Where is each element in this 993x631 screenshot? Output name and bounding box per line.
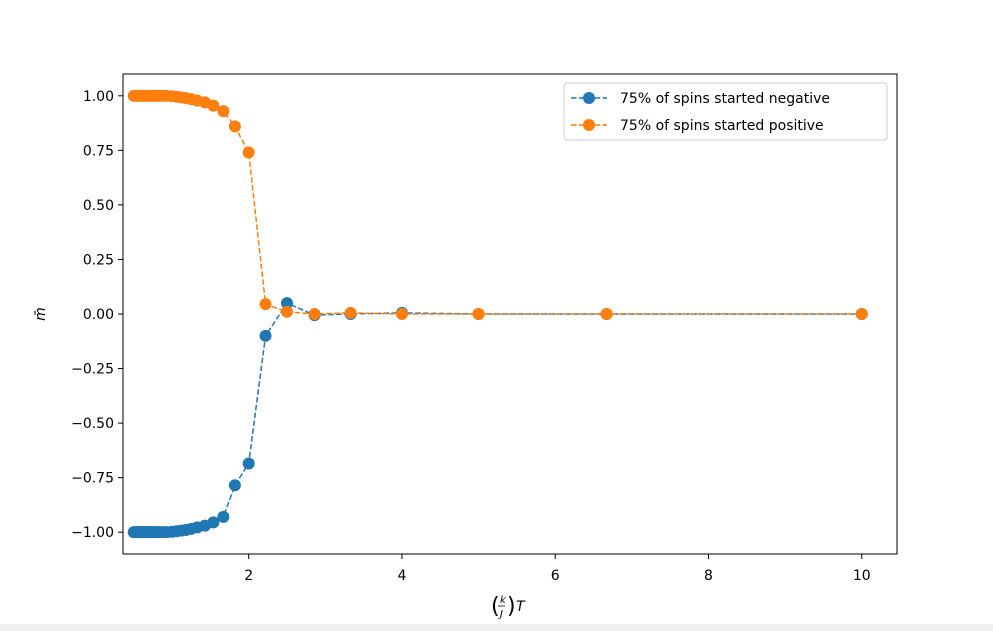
legend-entry-positive: 75% of spins started positive bbox=[571, 118, 824, 134]
y-axis: 1.00 0.75 0.50 0.25 0.00 −0.25 −0.50 −0.75 −1.00 bbox=[71, 89, 123, 541]
x-tick-label: 4 bbox=[397, 568, 406, 584]
data-point bbox=[280, 297, 293, 310]
y-tick-label: −0.75 bbox=[71, 471, 114, 487]
x-tick-label: 2 bbox=[244, 568, 253, 584]
x-label-close-paren: ) bbox=[507, 594, 516, 619]
legend-marker-negative bbox=[583, 92, 595, 104]
x-tick-label: 8 bbox=[704, 568, 713, 584]
legend-entry-negative: 75% of spins started negative bbox=[571, 91, 830, 107]
data-point bbox=[395, 308, 408, 320]
data-point bbox=[308, 308, 321, 320]
x-label-denominator: J bbox=[498, 609, 503, 620]
data-point bbox=[217, 105, 230, 118]
y-tick-label: 0.25 bbox=[83, 252, 114, 268]
data-point bbox=[259, 329, 272, 342]
x-label-numerator: k bbox=[500, 595, 507, 606]
data-point bbox=[242, 457, 255, 470]
legend-label-positive: 75% of spins started positive bbox=[620, 118, 824, 134]
data-point bbox=[280, 305, 293, 318]
data-point bbox=[600, 308, 613, 320]
x-label-open-paren: ( bbox=[491, 594, 500, 619]
x-label-variable: T bbox=[516, 599, 526, 615]
data-point bbox=[472, 308, 485, 320]
x-tick-label: 6 bbox=[551, 568, 560, 584]
y-tick-label: −0.50 bbox=[71, 416, 114, 432]
legend-marker-positive bbox=[583, 119, 595, 131]
y-tick-label: −1.00 bbox=[71, 525, 114, 541]
legend-box bbox=[563, 82, 888, 141]
data-point bbox=[207, 516, 220, 529]
x-tick-label: 10 bbox=[853, 568, 871, 584]
y-tick-label: 0.00 bbox=[83, 307, 114, 323]
x-axis: 2 4 6 8 10 bbox=[244, 554, 871, 584]
data-point bbox=[344, 306, 357, 319]
series-layer bbox=[127, 89, 868, 539]
y-tick-label: 0.50 bbox=[83, 198, 114, 214]
y-tick-label: −0.25 bbox=[71, 362, 114, 378]
data-point bbox=[259, 298, 272, 311]
data-point bbox=[228, 479, 241, 492]
legend-label-negative: 75% of spins started negative bbox=[620, 91, 830, 107]
data-point bbox=[217, 510, 230, 523]
legend: 75% of spins started negative 75% of spi… bbox=[563, 82, 888, 141]
data-point bbox=[855, 308, 868, 320]
data-point bbox=[228, 120, 241, 133]
y-tick-label: 0.75 bbox=[83, 143, 114, 159]
y-tick-label: 1.00 bbox=[83, 89, 114, 105]
window-bottom-bar bbox=[0, 624, 993, 631]
series-1 bbox=[127, 89, 868, 320]
data-point bbox=[242, 146, 255, 159]
data-point bbox=[207, 99, 220, 112]
y-axis-label: m̄ bbox=[33, 307, 49, 321]
x-axis-label: ( k J ) T bbox=[491, 594, 526, 620]
